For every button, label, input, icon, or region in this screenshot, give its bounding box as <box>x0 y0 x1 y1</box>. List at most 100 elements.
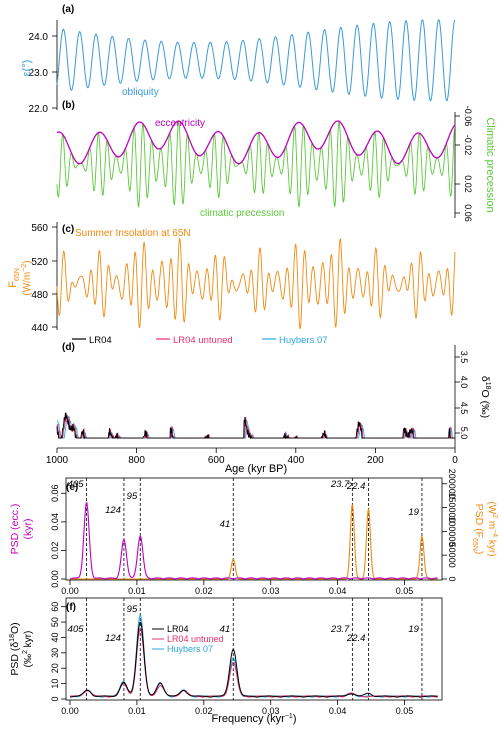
svg-text:50: 50 <box>50 617 60 627</box>
panel-c-ylabel: F65N <box>7 268 21 288</box>
panel-c-insolation: (c) 560 520 480 440 F65N (W/m−2) Summer … <box>7 222 456 334</box>
d-x-tick-label: 800 <box>128 455 145 466</box>
svg-text:0.02: 0.02 <box>195 586 213 596</box>
e-period-label: 41 <box>220 519 231 530</box>
panel-label-b: (b) <box>62 100 75 111</box>
panel-d-right-ticks: 3.5 4.0 4.5 5.0 <box>455 351 469 440</box>
eccentricity-series <box>56 120 456 165</box>
f-legend-huybers: Huybers 07 <box>167 644 213 654</box>
legend-huybers: Huybers 07 <box>279 335 328 346</box>
panel-e-frame <box>65 477 443 581</box>
panel-label-d: (d) <box>62 342 75 353</box>
svg-text:0.06: 0.06 <box>463 204 473 222</box>
obliquity-series <box>56 18 456 102</box>
e-period-label: 23.7 <box>330 479 350 490</box>
panel-f-y-ticks: 0 10 20 30 40 50 60 <box>50 602 66 702</box>
d-x-tick-label: 0 <box>452 455 458 466</box>
svg-text:0.01: 0.01 <box>128 706 146 716</box>
panel-label-c: (c) <box>62 224 74 235</box>
panel-d-legend: LR04 LR04 untuned Huybers 07 <box>72 335 328 346</box>
panel-c-y-ticks: 560 520 480 440 <box>31 223 57 334</box>
svg-text:0: 0 <box>447 576 457 581</box>
f-legend-lr04-untuned: LR04 untuned <box>167 634 224 644</box>
panel-e-right-ylabel-units: (W2 m−4 kyr) <box>486 501 498 556</box>
svg-text:0: 0 <box>50 696 60 701</box>
panel-e-insolation-psd: (e) 0.00 0.01 0.02 0.03 0.04 0.05 0.000.020.0… <box>9 469 498 596</box>
panel-b-right-ylabel: Climatic precession <box>484 117 496 212</box>
svg-text:50000: 50000 <box>447 543 457 568</box>
panel-a-y-ticks: 24.0 23.0 22.0 <box>29 32 57 115</box>
insolation-series <box>56 237 456 330</box>
panel-a-tick-24: 24.0 <box>29 32 49 43</box>
f-period-label: 23.7 <box>330 624 350 635</box>
d-x-tick-label: 1000 <box>46 455 69 466</box>
insolation-annotation: Summer Insolation at 65N <box>75 228 191 239</box>
svg-text:0.01: 0.01 <box>128 586 146 596</box>
panel-label-f: (f) <box>66 602 76 613</box>
svg-text:60: 60 <box>50 602 60 612</box>
e-period-label: 405 <box>68 479 85 490</box>
e-period-label: 19 <box>408 507 419 518</box>
obliquity-annotation: obliquity <box>122 87 159 98</box>
svg-text:520: 520 <box>31 257 48 268</box>
panel-e-left-ticks: 0.00 0.02 0.04 0.06 <box>50 485 66 588</box>
svg-text:20: 20 <box>50 663 60 673</box>
svg-text:5.0: 5.0 <box>459 427 469 440</box>
svg-text:0.03: 0.03 <box>262 586 280 596</box>
d-x-tick-label: 600 <box>208 455 225 466</box>
panel-a-tick-23: 23.0 <box>29 68 49 79</box>
svg-text:0.00: 0.00 <box>61 586 79 596</box>
f-period-label: 22.4 <box>346 633 366 644</box>
e-period-label: 95 <box>127 491 138 502</box>
svg-text:0.03: 0.03 <box>262 706 280 716</box>
f-period-label: 124 <box>105 633 121 644</box>
f-legend-lr04: LR04 <box>167 624 189 634</box>
svg-text:0.04: 0.04 <box>329 586 347 596</box>
panel-f-xlabel: Frequency (kyr−1) <box>211 713 296 725</box>
panel-d-xlabel: Age (kyr BP) <box>225 463 287 475</box>
f-period-label: 95 <box>127 604 138 615</box>
panel-label-a: (a) <box>62 4 74 15</box>
panel-e-x-ticks: 0.00 0.01 0.02 0.03 0.04 0.05 <box>61 580 413 596</box>
svg-text:-0.06: -0.06 <box>463 106 473 127</box>
d-x-tick-label: 200 <box>367 455 384 466</box>
panel-d-x-ticks: 1000 800 600 400 200 0 <box>46 448 458 466</box>
legend-lr04-untuned: LR04 untuned <box>173 335 233 346</box>
panel-a-ylabel: ε(°) <box>21 60 33 77</box>
panel-a-tick-22: 22.0 <box>29 104 49 115</box>
panel-e-right-ylabel: PSD (F65N) <box>471 504 485 555</box>
svg-text:0.00: 0.00 <box>61 706 79 716</box>
svg-text:0.02: 0.02 <box>50 542 60 560</box>
panel-c-ylabel-units: (W/m−2) <box>21 260 33 295</box>
panel-d-right-ylabel: δ18O (‰) <box>479 376 491 418</box>
d-x-tick-label: 400 <box>287 455 304 466</box>
panel-e-period-lines: 405 124 95 41 23.722.4 19 <box>68 478 423 580</box>
svg-text:4.5: 4.5 <box>459 402 469 415</box>
f-period-label: 19 <box>408 624 419 635</box>
svg-text:-0.02: -0.02 <box>463 135 473 156</box>
svg-text:0.05: 0.05 <box>396 586 414 596</box>
panel-b-right-ticks: -0.06 -0.02 0.02 0.06 <box>455 106 473 222</box>
panel-f-frame <box>65 597 443 701</box>
psd-lr04-untuned-series <box>70 628 438 698</box>
svg-text:0.02: 0.02 <box>463 175 473 193</box>
psd-lr04-series <box>69 621 438 698</box>
svg-text:40: 40 <box>50 632 60 642</box>
panel-f-ylabel: PSD (δ18O) <box>9 622 21 675</box>
svg-text:440: 440 <box>31 323 48 334</box>
eccentricity-psd-series <box>69 501 438 580</box>
panel-f-legend: LR04 LR04 untuned Huybers 07 <box>152 624 224 654</box>
precession-annotation: climatic precession <box>200 208 284 219</box>
panel-f-x-ticks: 0.00 0.01 0.02 0.03 0.04 0.05 <box>61 700 413 716</box>
svg-text:4.0: 4.0 <box>459 376 469 389</box>
svg-text:150000: 150000 <box>447 493 457 523</box>
svg-text:30: 30 <box>50 648 60 658</box>
panel-f-period-lines: 405 124 95 41 23.722.4 19 <box>68 598 423 700</box>
panel-d-d18o: (d) LR04 LR04 untuned Huybers 07 1000 800… <box>46 335 491 475</box>
svg-text:560: 560 <box>31 223 48 234</box>
svg-text:200000: 200000 <box>447 469 457 499</box>
svg-text:0.05: 0.05 <box>396 706 414 716</box>
e-period-label: 22.4 <box>346 481 366 492</box>
